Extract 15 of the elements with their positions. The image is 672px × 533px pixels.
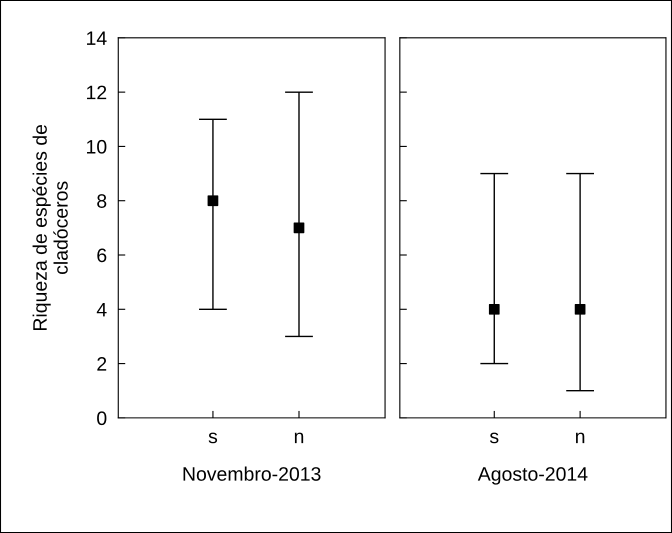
x-tick-label: s: [208, 432, 218, 444]
x-tick-label: n: [576, 432, 584, 444]
y-tick-label: 10: [87, 140, 106, 154]
x-axis-title: Novembro-2013: [184, 466, 321, 481]
y-axis-title: Riqueza de espécies de cladóceros: [32, 124, 68, 330]
y-tick-label: 4: [96, 302, 107, 316]
x-axis-title: Agosto-2014: [478, 467, 588, 485]
y-tick-label: 12: [87, 86, 106, 100]
x-tick-label: n: [294, 432, 304, 444]
y-tick-label: 0: [97, 411, 106, 426]
x-tick-label: s: [490, 432, 498, 444]
y-tick-label: 2: [97, 357, 106, 371]
y-tick-label: 14: [87, 32, 107, 45]
y-tick-label: 8: [97, 194, 106, 208]
y-tick-label: 6: [97, 248, 106, 262]
